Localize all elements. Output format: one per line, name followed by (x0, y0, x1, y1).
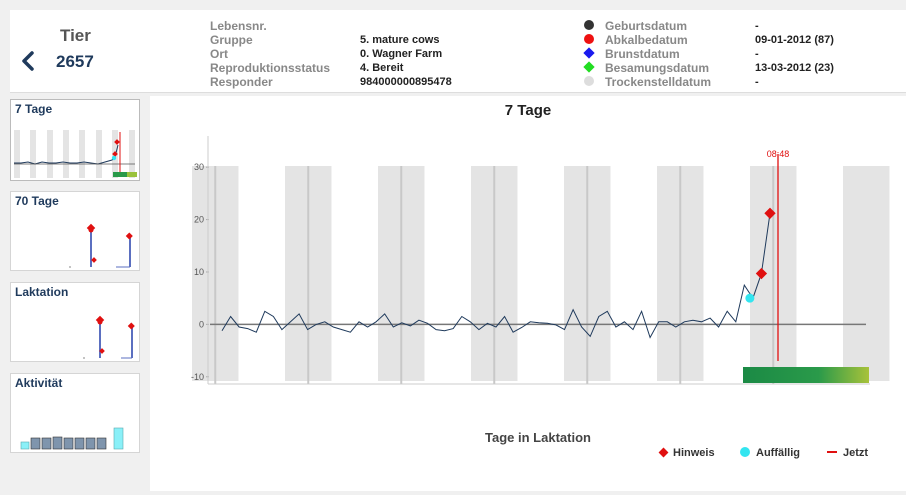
night-band (843, 166, 890, 381)
info-label-reproduktionsstatus: Reproduktionsstatus (210, 61, 331, 75)
auffaellig-circle-icon (740, 447, 750, 457)
thumbnail-70-tage-icon (69, 223, 133, 268)
date-value-besamungsdatum: 13-03-2012 (23) (755, 62, 834, 74)
animal-header: Tier 2657 Lebensnr. Gruppe 5. mature cow… (10, 10, 906, 93)
back-chevron-icon[interactable] (18, 50, 40, 72)
abkalbedatum-circle-icon (584, 34, 594, 44)
info-label-ort: Ort (210, 47, 228, 61)
date-label-besamungsdatum: Besamungsdatum (605, 61, 710, 75)
y-tick-label: 20 (194, 215, 204, 225)
legend-jetzt-label: Jetzt (843, 447, 869, 459)
card-aktivitaet[interactable]: Aktivität (10, 373, 140, 453)
now-time-label: 08:48 (767, 149, 790, 159)
chart-title: 7 Tage (504, 102, 552, 119)
chart-panel: 7 Tage -10 0 10 20 30 08:48 Tage in Laktation… (150, 96, 906, 491)
card-title-70-tage: 70 Tage (15, 194, 59, 208)
card-laktation[interactable]: Laktation (10, 282, 140, 362)
trockenstelldatum-circle-icon (584, 76, 594, 86)
y-tick-label: 30 (194, 162, 204, 172)
thumbnail-7-tage-icon (14, 130, 137, 178)
card-70-tage[interactable]: 70 Tage (10, 191, 140, 271)
x-axis-title: Tage in Laktation (485, 430, 591, 445)
info-label-responder: Responder (210, 75, 273, 89)
y-tick-label: 0 (199, 319, 204, 329)
auffaellig-marker (745, 293, 755, 303)
activity-line-chart[interactable]: -10 0 10 20 30 08:48 (150, 96, 906, 426)
status-gradient-bar (743, 367, 869, 383)
besamungsdatum-diamond-icon (583, 61, 595, 73)
date-label-abkalbedatum: Abkalbedatum (605, 33, 688, 47)
legend-auffaellig-label: Auffällig (756, 447, 800, 459)
date-label-geburtsdatum: Geburtsdatum (605, 19, 688, 33)
thumbnail-laktation-icon (83, 315, 135, 359)
y-tick-label: -10 (191, 372, 204, 382)
y-tick-label: 10 (194, 267, 204, 277)
info-label-lebensnr: Lebensnr. (210, 19, 267, 33)
jetzt-line-icon (827, 451, 837, 453)
brunstdatum-diamond-icon (583, 47, 595, 59)
info-value-gruppe: 5. mature cows (360, 34, 440, 46)
date-value-brunstdatum: - (755, 48, 759, 60)
card-7-tage[interactable]: 7 Tage (10, 99, 140, 181)
date-value-abkalbedatum: 09-01-2012 (87) (755, 34, 834, 46)
activity-series-line (221, 213, 771, 339)
hinweis-marker (755, 267, 768, 280)
legend-auffaellig: Auffällig (740, 447, 800, 459)
info-value-responder: 984000000895478 (360, 76, 452, 88)
thumbnail-aktivitaet-icon (20, 427, 124, 450)
hinweis-diamond-icon (658, 447, 669, 458)
legend-hinweis-label: Hinweis (673, 447, 715, 459)
info-label-gruppe: Gruppe (210, 33, 253, 47)
date-value-trockenstelldatum: - (755, 76, 759, 88)
date-label-brunstdatum: Brunstdatum (605, 47, 680, 61)
geburtsdatum-circle-icon (584, 20, 594, 30)
date-label-trockenstelldatum: Trockenstelldatum (605, 75, 712, 89)
legend-hinweis: Hinweis (658, 447, 715, 459)
info-value-reproduktionsstatus: 4. Bereit (360, 62, 404, 74)
animal-number: 2657 (56, 52, 94, 71)
date-value-geburtsdatum: - (755, 20, 759, 32)
card-title-laktation: Laktation (15, 285, 69, 299)
legend-jetzt: Jetzt (827, 447, 868, 459)
card-title-aktivitaet: Aktivität (15, 376, 63, 390)
page-title: Tier (60, 26, 91, 45)
card-title-7-tage: 7 Tage (15, 102, 53, 116)
info-value-ort: 0. Wagner Farm (360, 48, 443, 60)
